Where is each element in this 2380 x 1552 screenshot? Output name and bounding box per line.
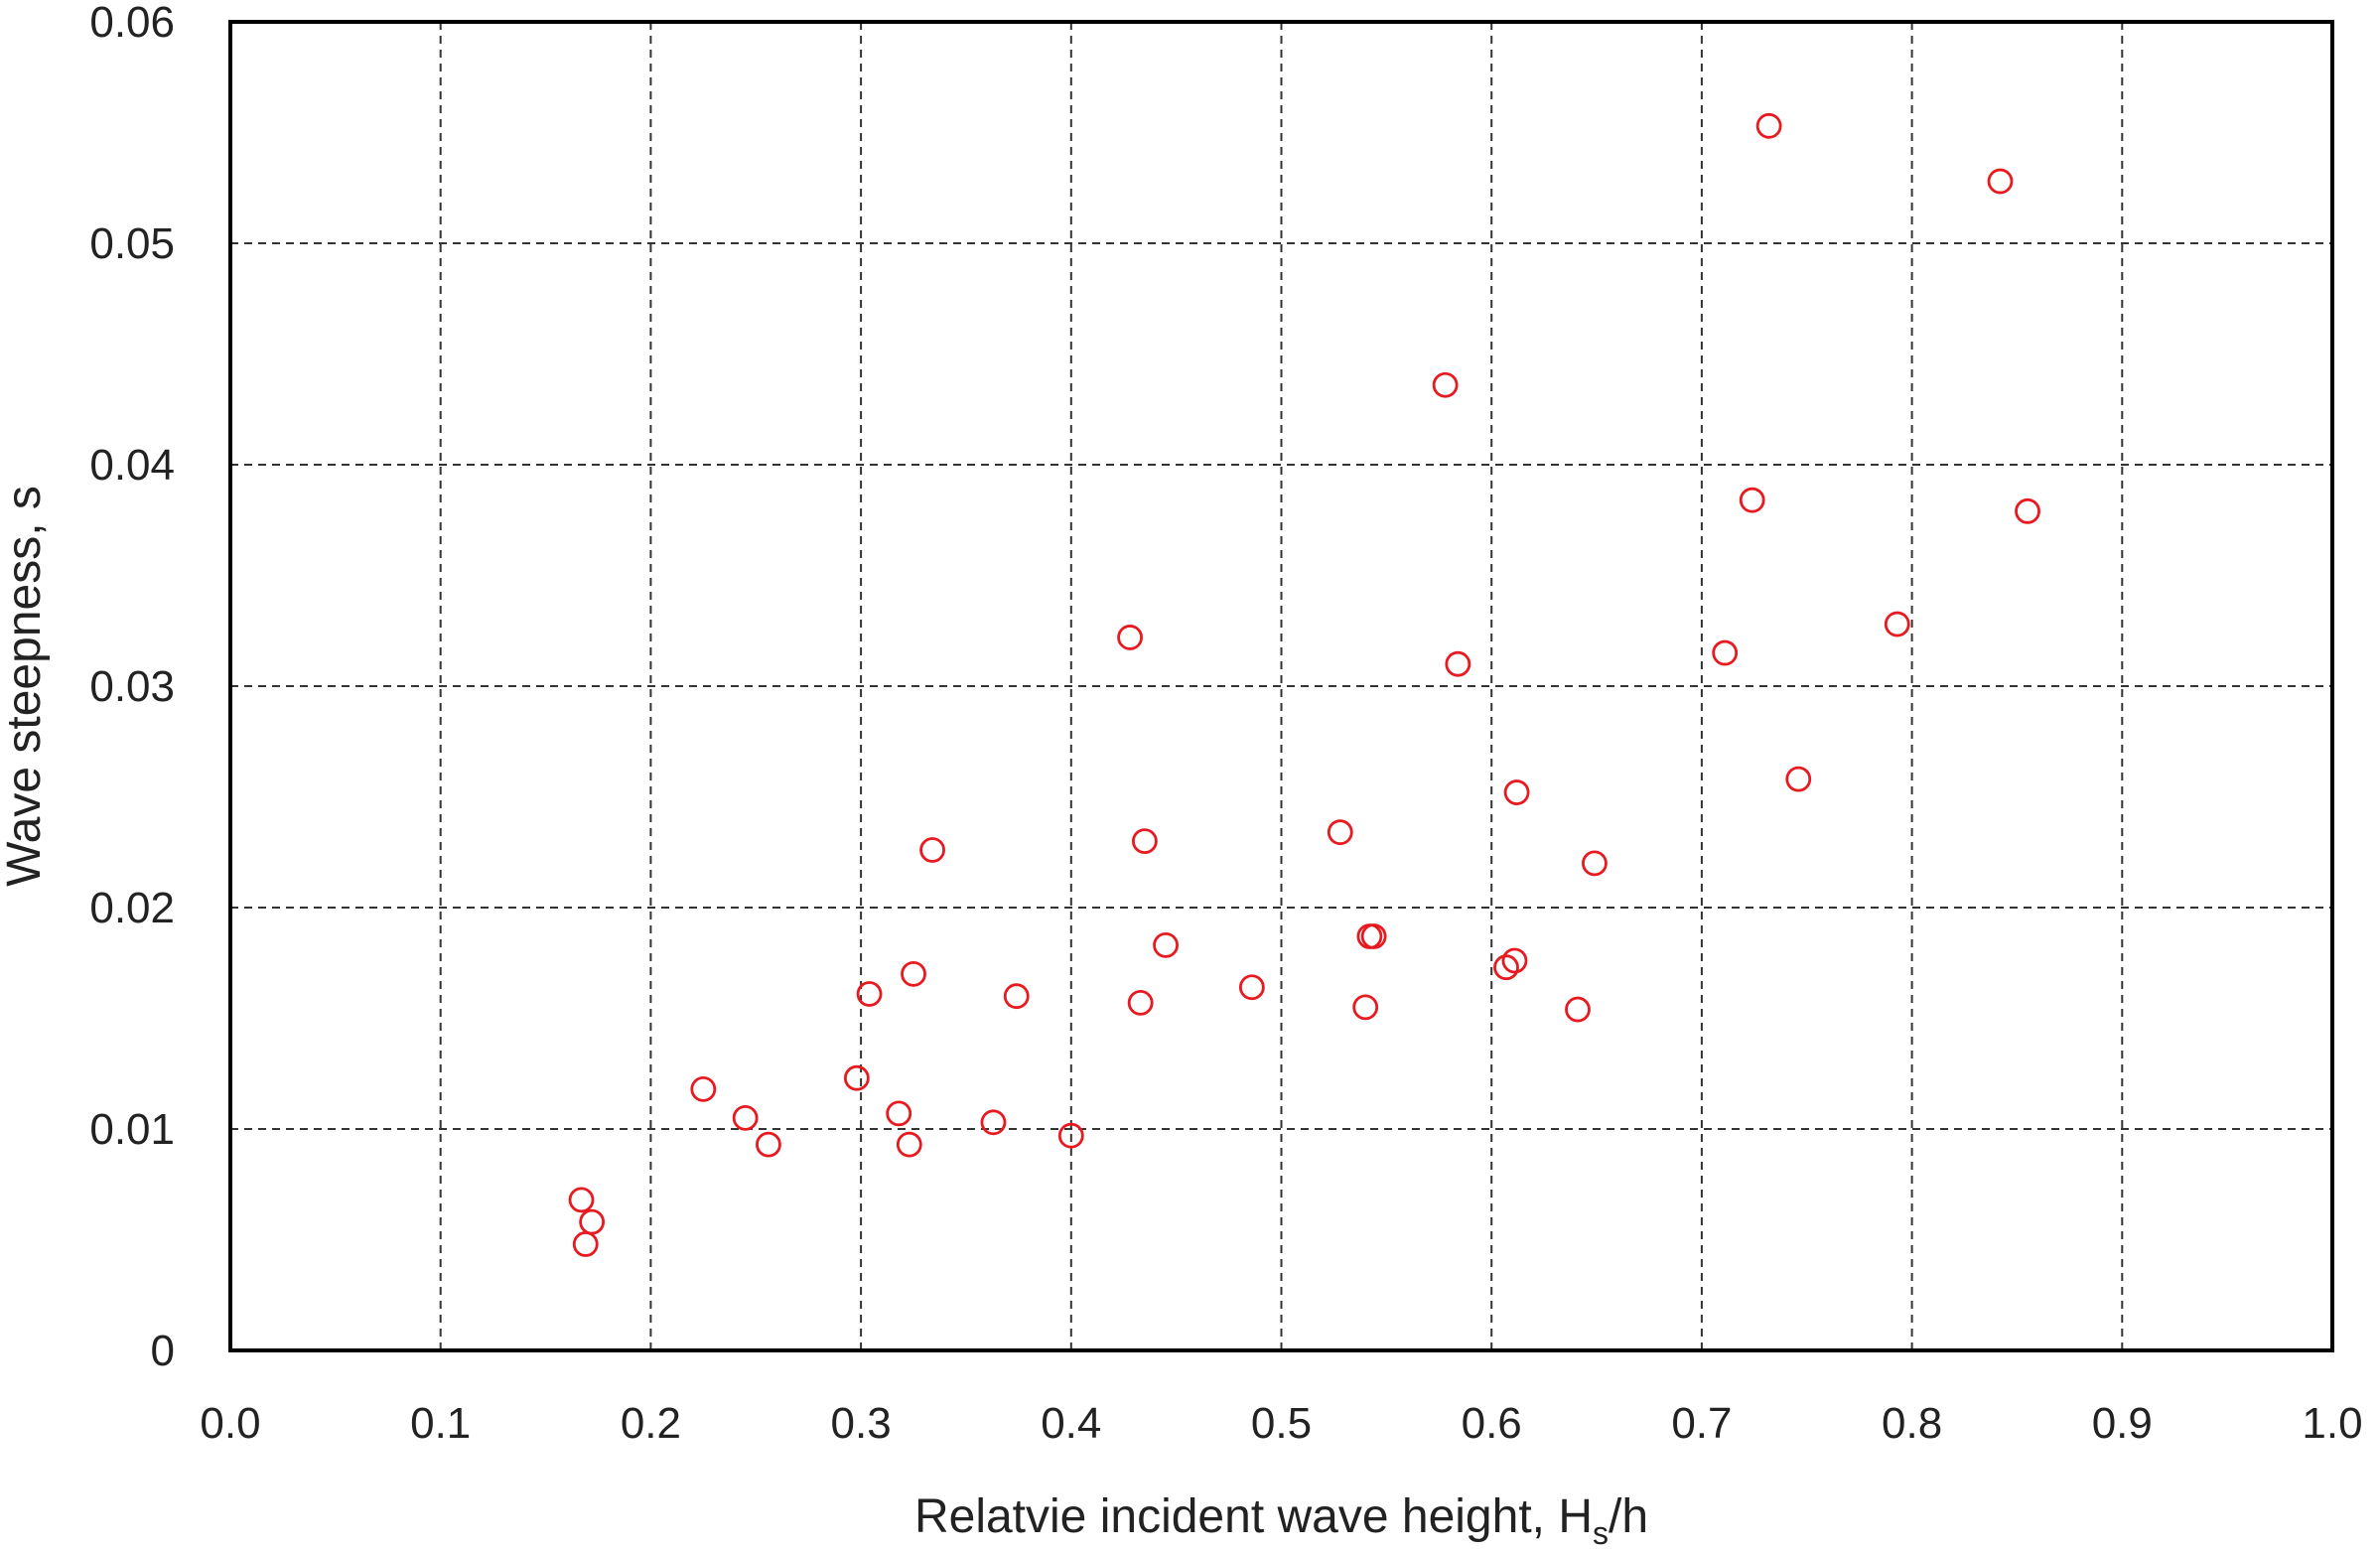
x-tick-label: 1.0 [2302,1399,2362,1448]
data-point [1117,625,1143,650]
data-point [1360,923,1387,949]
data-point [756,1131,781,1158]
data-point [1352,994,1379,1021]
plot-area-frame [228,20,2334,1352]
y-tick-label: 0.03 [89,662,175,711]
y-tick-label: 0.06 [89,0,175,47]
data-point [1327,819,1353,846]
y-tick-label: 0.04 [89,441,175,490]
x-axis-label-main: Relatvie incident wave height, H [914,1490,1593,1543]
data-point [1432,371,1459,398]
y-axis-tick-labels: 0 0.01 0.02 0.03 0.04 0.05 0.06 [89,0,175,1375]
data-point [1987,168,2014,195]
data-point [1582,850,1608,877]
x-tick-label: 0.1 [410,1399,471,1448]
x-tick-label: 0.9 [2092,1399,2153,1448]
x-tick-label: 0.6 [1462,1399,1522,1448]
data-point [896,1131,922,1158]
data-point [1739,487,1765,513]
data-point [1057,1122,1084,1149]
data-point [1755,112,1782,139]
y-tick-label: 0.05 [89,219,175,268]
y-tick-label: 0 [151,1327,175,1375]
data-point [690,1075,717,1102]
data-point [579,1208,606,1235]
data-point [1238,974,1265,1001]
x-axis-label-subscript: s [1593,1515,1609,1551]
data-point [1785,766,1812,792]
data-point [1503,779,1530,805]
data-point [980,1109,1007,1136]
y-tick-label: 0.01 [89,1105,175,1154]
data-point [901,961,926,987]
x-tick-label: 0.0 [200,1399,260,1448]
x-tick-label: 0.2 [621,1399,681,1448]
data-point [1003,983,1030,1010]
data-points [568,112,2040,1257]
data-point [1153,932,1179,958]
data-point [2015,497,2040,524]
grid-lines [230,22,2332,1350]
x-tick-label: 0.8 [1882,1399,1942,1448]
data-point [1501,947,1528,974]
x-axis-label-tail: /h [1609,1490,1648,1543]
data-point [1884,611,1910,637]
x-tick-label: 0.7 [1671,1399,1732,1448]
data-point [1131,828,1158,854]
data-point [732,1104,759,1131]
x-axis-label: Relatvie incident wave height, Hs/h [914,1490,1648,1551]
data-point [886,1100,912,1127]
data-point [1565,996,1591,1023]
data-point [1493,954,1519,981]
data-point [919,837,945,863]
data-point [1712,639,1739,666]
data-point [843,1064,870,1091]
x-axis-tick-labels: 0.0 0.1 0.2 0.3 0.4 0.5 0.6 0.7 0.8 0.9 1.0 [200,1399,2362,1448]
data-point [1445,650,1471,677]
data-point [856,981,883,1007]
y-tick-label: 0.02 [89,884,175,932]
data-point [1127,989,1154,1016]
x-tick-label: 0.5 [1251,1399,1312,1448]
data-point [568,1187,595,1213]
y-axis-label: Wave steepness, s [0,486,51,887]
x-tick-label: 0.4 [1041,1399,1101,1448]
data-point [572,1231,599,1257]
x-tick-label: 0.3 [831,1399,892,1448]
